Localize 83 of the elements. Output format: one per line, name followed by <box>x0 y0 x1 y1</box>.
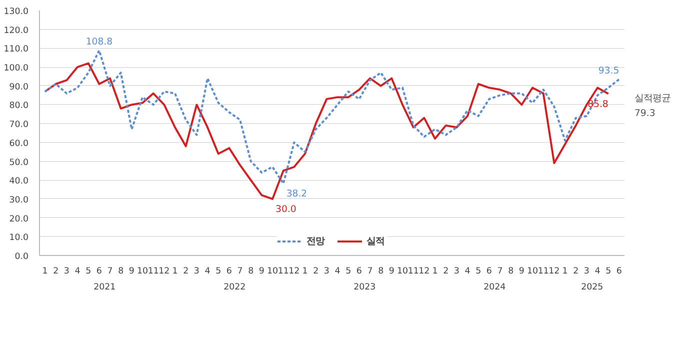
x-tick-label: 2 <box>53 266 59 276</box>
x-tick-label: 3 <box>194 266 200 276</box>
y-tick-label: 0.0 <box>14 252 29 262</box>
x-tick-label: 4 <box>74 266 81 276</box>
x-tick-label: 4 <box>334 266 341 276</box>
x-tick-label: 10 <box>137 266 148 276</box>
x-tick-label: 11 <box>538 266 549 276</box>
text: 2023 <box>354 282 376 292</box>
x-tick-label: 4 <box>204 266 211 276</box>
x-tick-label: 3 <box>64 266 70 276</box>
y-tick-label: 80.0 <box>9 101 29 112</box>
x-tick-label: 6 <box>96 266 102 276</box>
x-tick-label: 2 <box>183 266 189 276</box>
text: 2022 <box>224 282 246 292</box>
x-tick-label: 11 <box>148 266 159 276</box>
annotation: 108.8 <box>86 36 113 48</box>
x-tick-label: 4 <box>464 266 471 276</box>
text: 2024 <box>484 282 506 292</box>
x-tick-label: 5 <box>86 266 92 276</box>
x-tick-label: 5 <box>346 266 352 276</box>
annotation: 38.2 <box>286 188 308 200</box>
x-tick-label: 2 <box>443 266 449 276</box>
x-tick-label: 6 <box>486 266 492 276</box>
y-tick-label: 60.0 <box>9 138 29 149</box>
x-tick-label: 7 <box>367 266 373 276</box>
x-tick-label: 12 <box>418 266 430 276</box>
annotation: 30.0 <box>276 204 296 215</box>
x-tick-label: 1 <box>172 266 178 276</box>
x-tick-label: 6 <box>616 266 622 276</box>
x-tick-label: 2 <box>573 266 579 276</box>
x-tick-label: 1 <box>432 266 438 276</box>
x-tick-label: 5 <box>216 266 222 276</box>
x-tick-label: 8 <box>378 266 384 276</box>
annotation: 93.5 <box>598 65 620 76</box>
x-tick-label: 8 <box>248 266 254 276</box>
y-tick-label: 100.0 <box>4 64 28 74</box>
y-tick-label: 110.0 <box>4 44 28 55</box>
x-tick-label: 7 <box>237 266 243 276</box>
y-tick-label: 30.0 <box>9 195 29 206</box>
x-tick-label: 10 <box>267 266 278 276</box>
y-tick-label: 130.0 <box>4 7 28 17</box>
y-tick-label: 10.0 <box>9 233 29 244</box>
legend-label: 실적 <box>366 234 386 248</box>
x-tick-label: 8 <box>118 266 124 276</box>
legend-label: 전망 <box>306 234 326 248</box>
x-tick-label: 6 <box>356 266 362 276</box>
x-tick-label: 1 <box>302 266 308 276</box>
x-tick-label: 12 <box>158 266 170 276</box>
y-tick-label: 50.0 <box>9 158 29 168</box>
x-tick-label: 1 <box>562 266 568 276</box>
x-tick-label: 3 <box>324 266 330 276</box>
line-series <box>44 49 620 185</box>
x-tick-label: 5 <box>476 266 482 276</box>
x-tick-label: 10 <box>527 266 538 276</box>
text: 실적평균 <box>634 93 670 104</box>
x-tick-label: 11 <box>408 266 419 276</box>
x-tick-label: 12 <box>548 266 560 276</box>
x-tick-label: 7 <box>497 266 503 276</box>
x-tick-label: 3 <box>454 266 460 276</box>
y-tick-label: 40.0 <box>9 176 29 187</box>
y-tick-label: 120.0 <box>4 26 28 36</box>
x-tick-label: 10 <box>397 266 408 276</box>
x-tick-label: 9 <box>518 266 524 276</box>
x-tick-label: 12 <box>288 266 300 276</box>
x-tick-label: 9 <box>388 266 394 276</box>
y-tick-label: 90.0 <box>9 82 29 92</box>
text: 79.3 <box>634 108 656 119</box>
x-tick-label: 9 <box>258 266 264 276</box>
y-tick-label: 70.0 <box>9 120 29 130</box>
annotation: 85.8 <box>588 98 608 110</box>
text: 2025 <box>581 282 604 292</box>
x-tick-label: 6 <box>226 266 232 276</box>
x-tick-label: 4 <box>594 266 601 276</box>
x-tick-label: 3 <box>584 266 590 276</box>
x-tick-label: 11 <box>278 266 289 276</box>
x-tick-label: 5 <box>606 266 612 276</box>
x-tick-label: 9 <box>128 266 134 276</box>
y-tick-label: 20.0 <box>9 214 29 224</box>
x-tick-label: 2 <box>313 266 319 276</box>
x-tick-label: 7 <box>107 266 113 276</box>
x-tick-label: 8 <box>508 266 514 276</box>
text: 2021 <box>94 282 116 292</box>
x-tick-label: 1 <box>42 266 48 276</box>
